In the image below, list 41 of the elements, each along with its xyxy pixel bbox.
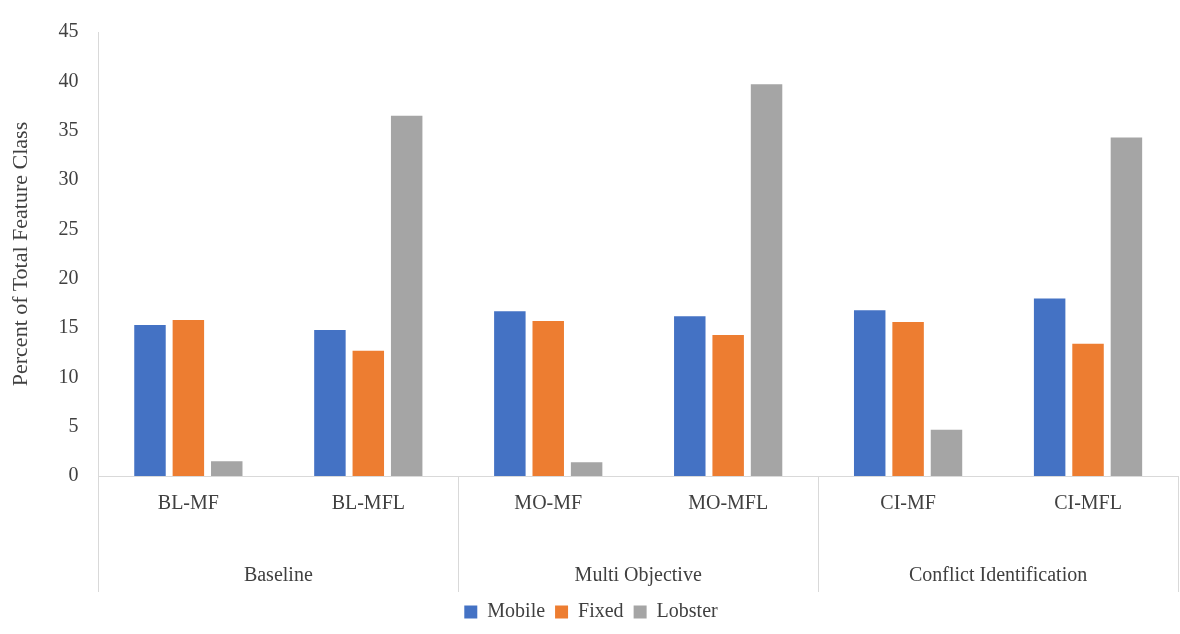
bar	[712, 334, 744, 476]
y-tick-label: 35	[58, 117, 79, 140]
bar	[1110, 137, 1143, 476]
text: Multi Objective	[574, 563, 702, 587]
y-tick-label: 0	[68, 463, 79, 486]
legend-label: Mobile	[487, 599, 546, 622]
y-tick-label: 30	[58, 167, 79, 190]
bar	[853, 310, 886, 476]
bar	[750, 84, 783, 476]
bar	[390, 115, 423, 476]
bar	[674, 316, 706, 476]
legend-label: Lobster	[656, 599, 719, 622]
bar	[930, 429, 963, 476]
bar	[532, 321, 564, 476]
y-tick-label: 40	[58, 68, 79, 91]
bar	[1033, 298, 1066, 476]
bar	[172, 320, 205, 476]
bar	[211, 461, 243, 476]
y-tick-label: 10	[58, 364, 79, 387]
y-tick-label: 45	[58, 19, 79, 42]
bar	[570, 462, 603, 476]
bar	[352, 350, 385, 476]
bar	[134, 325, 166, 476]
bar	[494, 311, 526, 476]
x-tick-label: MO-MFL	[688, 491, 769, 514]
y-tick-label: 15	[58, 315, 79, 338]
text: Conflict Identification	[908, 563, 1088, 586]
y-axis-title: Percent of Total Feature Class	[6, 121, 32, 387]
bar	[1072, 343, 1104, 476]
legend-label: Fixed	[578, 599, 624, 622]
x-tick-label: CI-MFL	[1054, 491, 1122, 514]
y-tick-label: 20	[58, 265, 79, 288]
bar	[892, 322, 924, 476]
x-tick-label: MO-MF	[514, 491, 583, 514]
x-tick-label: BL-MF	[157, 491, 219, 514]
y-tick-label: 25	[58, 216, 79, 239]
x-tick-label: CI-MF	[880, 491, 936, 514]
bar	[314, 329, 346, 476]
text: Baseline	[243, 563, 313, 586]
y-tick-label: 5	[68, 413, 79, 436]
x-tick-label: BL-MFL	[331, 491, 405, 514]
